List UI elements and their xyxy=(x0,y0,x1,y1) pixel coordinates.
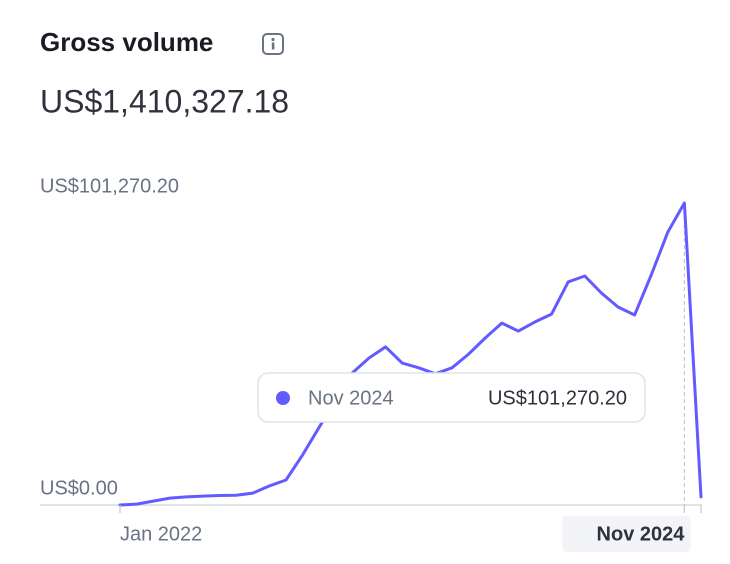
y-tick-label: US$101,270.20 xyxy=(40,175,179,197)
tooltip-date: Nov 2024 xyxy=(308,387,394,409)
y-tick-label: US$0.00 xyxy=(40,477,118,499)
tooltip-box xyxy=(257,372,646,423)
volume-line xyxy=(118,201,703,507)
tooltip: Nov 2024 US$101,270.20 xyxy=(257,372,646,423)
info-icon[interactable] xyxy=(262,33,284,55)
x-tick-label: Jan 2022 xyxy=(120,523,202,545)
tooltip-swatch xyxy=(276,391,290,405)
x-label-highlight xyxy=(562,516,691,552)
total-volume: US$1,410,327.18 xyxy=(40,83,289,119)
chart-title: Gross volume xyxy=(40,27,213,57)
x-tick-label: Nov 2024 xyxy=(597,523,686,545)
tooltip-value: US$101,270.20 xyxy=(488,387,627,409)
